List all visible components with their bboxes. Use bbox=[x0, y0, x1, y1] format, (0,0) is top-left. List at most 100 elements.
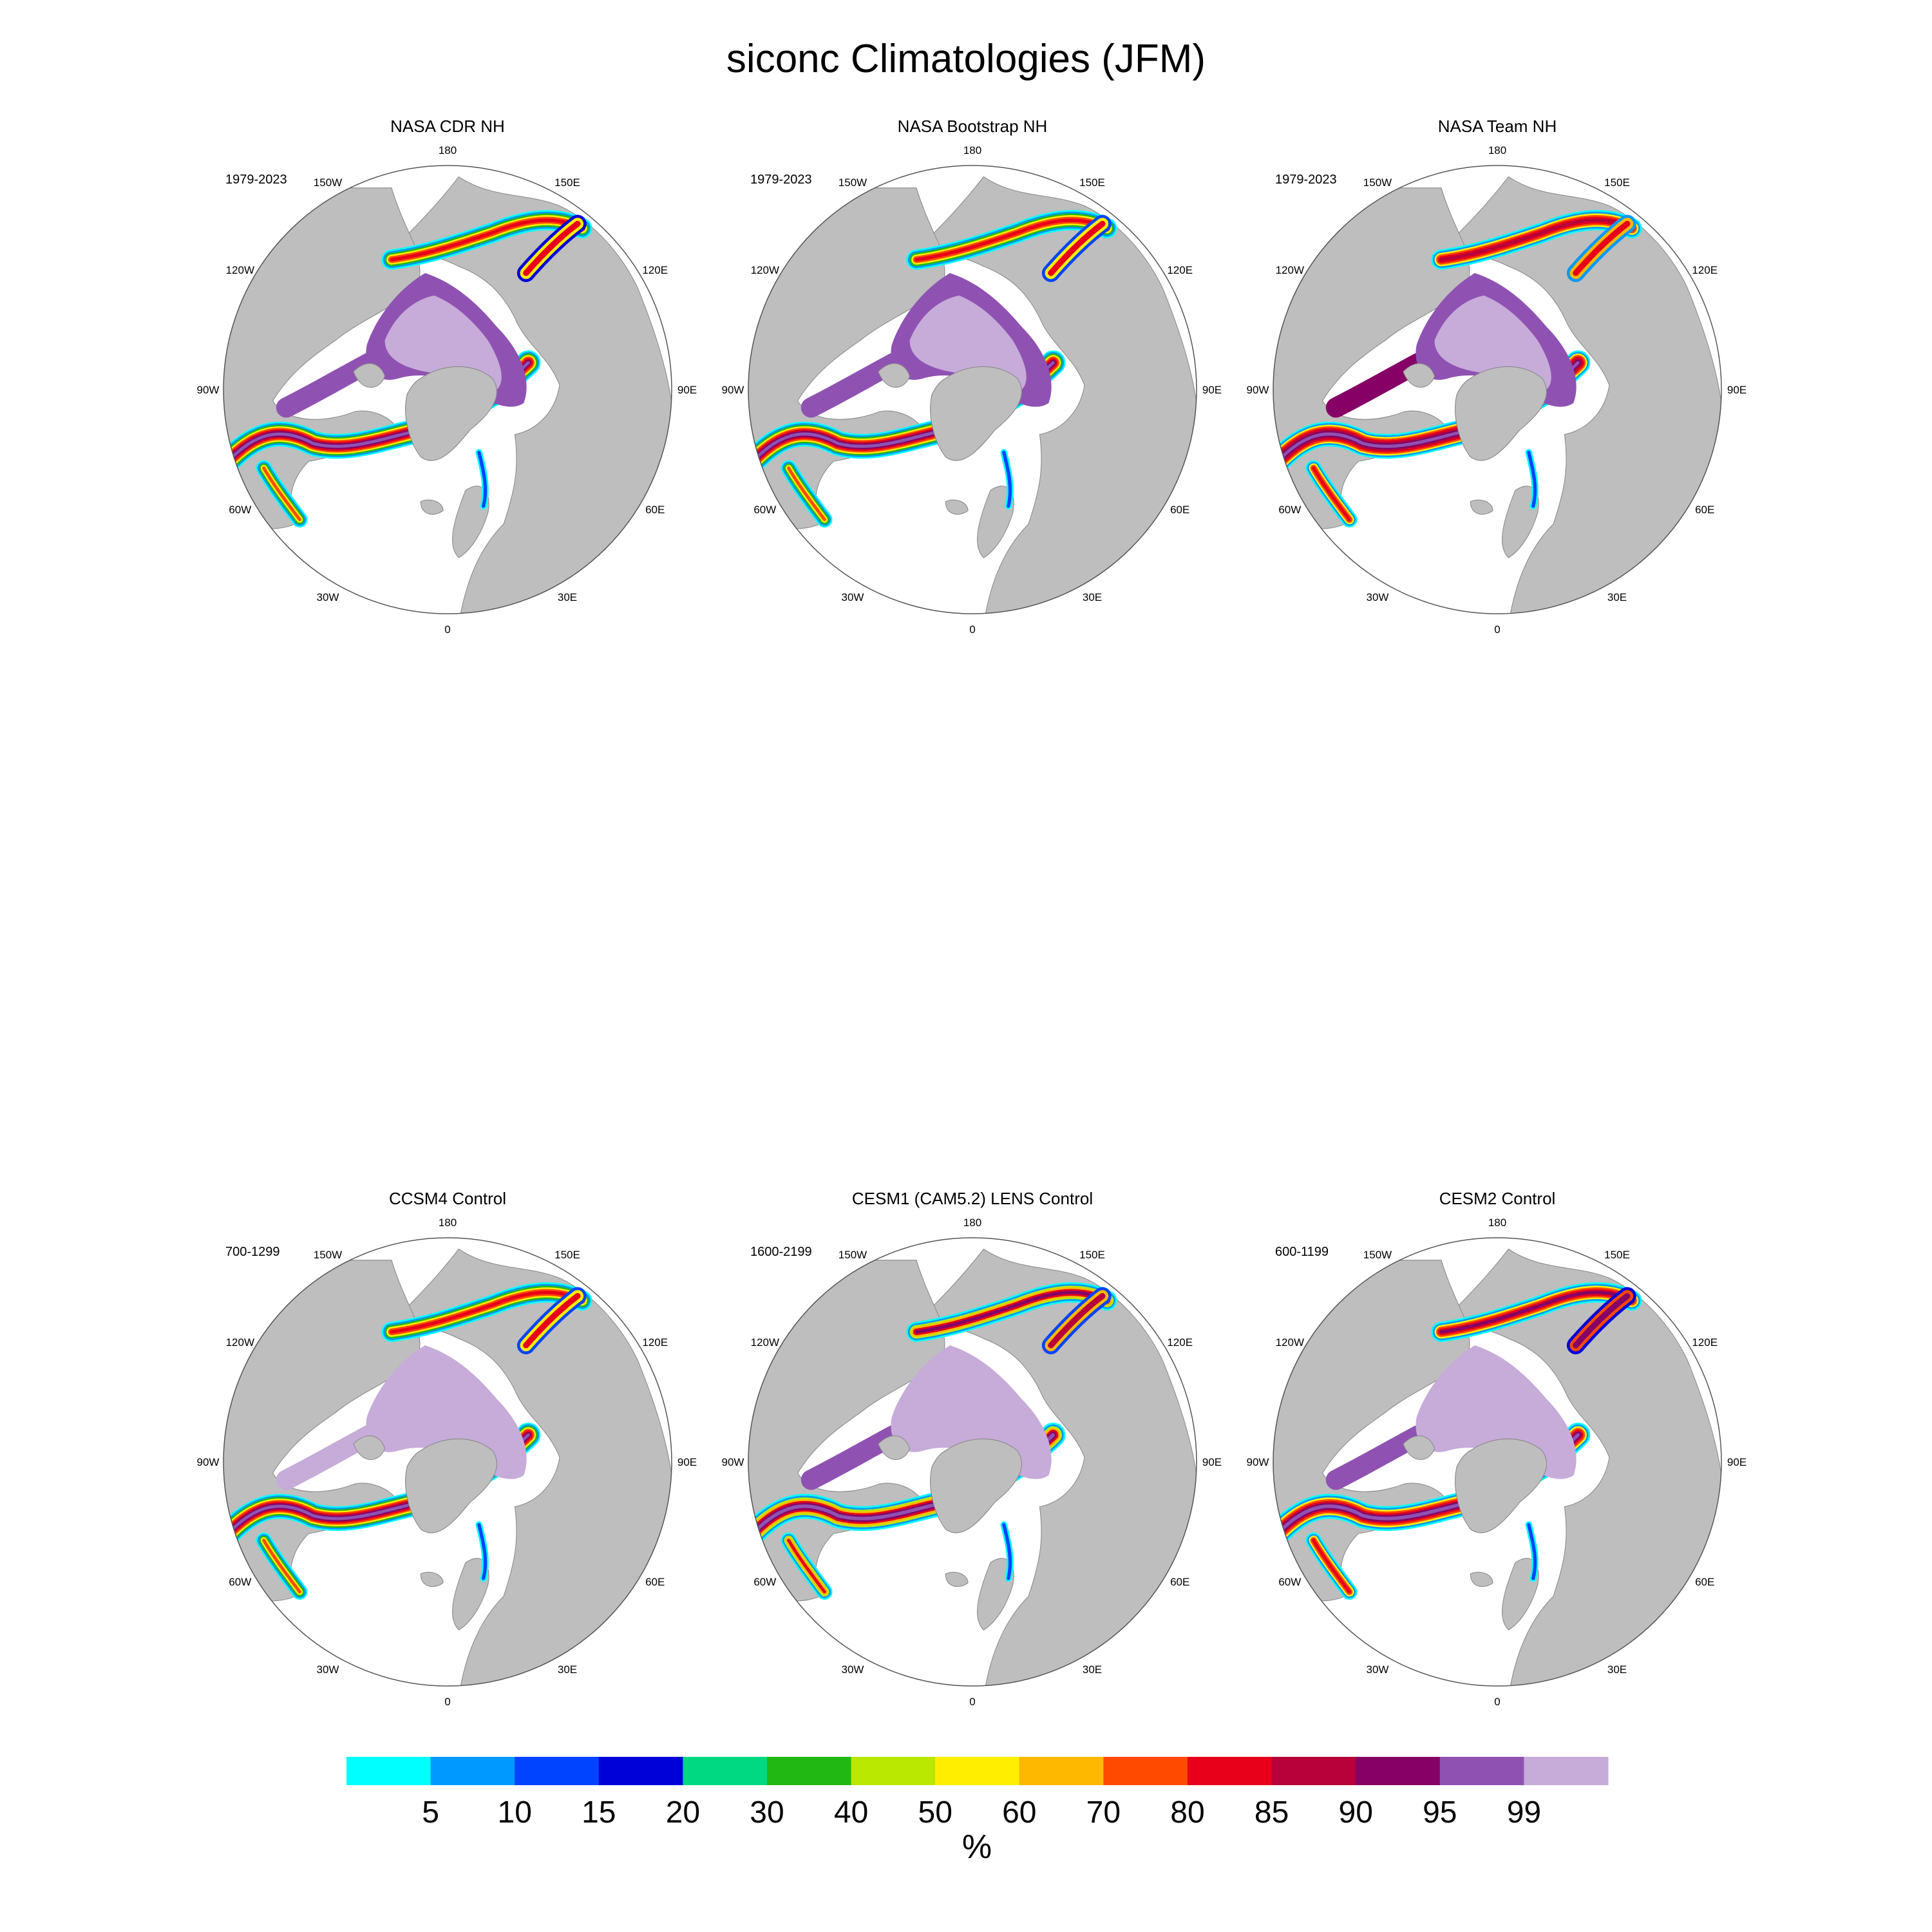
longitude-label: 120E bbox=[1692, 264, 1718, 276]
ice-edge-okhotsk bbox=[516, 214, 587, 282]
ice-edge-baltic bbox=[1525, 1521, 1539, 1582]
longitude-label: 150W bbox=[314, 176, 342, 189]
longitude-label: 60E bbox=[645, 1576, 665, 1588]
longitude-label: 90W bbox=[722, 1456, 744, 1468]
arctic-archipelago bbox=[878, 363, 911, 388]
colorbar-swatch bbox=[598, 1757, 683, 1785]
ice-edge-baltic bbox=[475, 449, 489, 510]
longitude-label: 0 bbox=[969, 1696, 975, 1708]
colorbar-tick-label: 40 bbox=[834, 1795, 868, 1830]
longitude-label: 0 bbox=[444, 623, 450, 636]
land-mass bbox=[1470, 499, 1493, 515]
map-boundary bbox=[223, 1237, 672, 1687]
ice-edge-labrador bbox=[1305, 460, 1358, 528]
land-mass bbox=[916, 1248, 1197, 1686]
land-mass bbox=[1441, 176, 1721, 614]
arctic-archipelago bbox=[1403, 1435, 1435, 1461]
ice-edge-labrador bbox=[1305, 1532, 1358, 1600]
ice-arctic-pack bbox=[891, 1345, 1052, 1479]
longitude-label: 90W bbox=[197, 384, 220, 396]
longitude-label: 60E bbox=[1170, 1576, 1189, 1588]
land-mass bbox=[1470, 1571, 1493, 1587]
land-mass bbox=[391, 176, 672, 614]
colorbar-swatch bbox=[346, 1757, 431, 1785]
land-mass bbox=[945, 499, 969, 515]
longitude-label: 60W bbox=[753, 504, 776, 516]
longitude-label: 60E bbox=[1695, 504, 1714, 516]
colorbar-tick-label: 5 bbox=[422, 1795, 439, 1830]
colorbar-swatch bbox=[935, 1757, 1020, 1785]
map-area bbox=[223, 166, 672, 614]
longitude-label: 120E bbox=[1692, 1336, 1718, 1349]
longitude-label: 90E bbox=[1727, 1456, 1747, 1468]
longitude-label: 0 bbox=[1494, 623, 1500, 636]
map-boundary bbox=[1273, 165, 1722, 614]
colorbar-tick-label: 50 bbox=[918, 1795, 952, 1830]
longitude-label: 180 bbox=[963, 144, 981, 156]
ice-edge-pacific bbox=[1431, 210, 1642, 270]
panel-period: 1979-2023 bbox=[225, 173, 287, 187]
longitude-label: 60E bbox=[1170, 504, 1189, 516]
ice-edge-okhotsk bbox=[1566, 214, 1636, 282]
panel-period: 600-1199 bbox=[1275, 1245, 1329, 1259]
land-mass bbox=[420, 1571, 444, 1587]
ice-edge-pacific bbox=[1431, 1282, 1642, 1342]
longitude-label: 60W bbox=[1278, 504, 1301, 516]
greenland bbox=[930, 366, 1022, 461]
colorbar-tick-label: 85 bbox=[1255, 1795, 1289, 1830]
colorbar-swatch bbox=[1019, 1757, 1104, 1785]
land-mass bbox=[391, 1248, 672, 1686]
ice-arctic-core bbox=[909, 295, 1027, 390]
ice-edge-okhotsk bbox=[1041, 1287, 1112, 1354]
arctic-archipelago bbox=[353, 363, 386, 388]
map-panel-1: 180 150E 120E 90E 60E 30E 0 30W 60W 90W 120W 150W NA… bbox=[197, 117, 697, 636]
colorbar-swatch bbox=[851, 1757, 936, 1785]
ice-edge-pacific bbox=[381, 210, 592, 270]
longitude-label: 120E bbox=[1167, 264, 1193, 276]
map-boundary bbox=[1273, 1237, 1722, 1687]
colorbar-tick-label: 99 bbox=[1507, 1795, 1541, 1830]
ice-edge-okhotsk bbox=[516, 1287, 587, 1354]
longitude-label: 60E bbox=[645, 504, 665, 516]
colorbar-swatch bbox=[515, 1757, 600, 1785]
greenland bbox=[405, 1438, 497, 1533]
panel-period: 1979-2023 bbox=[1275, 173, 1337, 187]
ice-edge-pacific bbox=[381, 1282, 592, 1342]
longitude-label: 60W bbox=[753, 1576, 776, 1588]
ice-arctic-core bbox=[1434, 295, 1551, 390]
longitude-label: 60W bbox=[229, 1576, 251, 1588]
ice-edge-okhotsk bbox=[1041, 214, 1112, 282]
panel-title: NASA Team NH bbox=[1438, 117, 1557, 136]
colorbar-tick-label: 60 bbox=[1002, 1795, 1036, 1830]
longitude-label: 90W bbox=[1247, 384, 1269, 396]
colorbar-swatch bbox=[1271, 1757, 1356, 1785]
longitude-label: 150W bbox=[314, 1249, 342, 1261]
longitude-label: 30W bbox=[1367, 591, 1389, 603]
longitude-label: 120W bbox=[1276, 264, 1304, 276]
ice-arctic-core bbox=[384, 295, 502, 390]
longitude-label: 120W bbox=[751, 1336, 779, 1349]
longitude-label: 0 bbox=[1494, 1696, 1500, 1708]
land-mass bbox=[1441, 1248, 1721, 1686]
arctic-archipelago bbox=[878, 1435, 911, 1461]
longitude-label: 180 bbox=[1488, 1217, 1506, 1229]
longitude-label: 180 bbox=[1488, 144, 1506, 156]
colorbar-swatch bbox=[1188, 1757, 1273, 1785]
longitude-label: 60W bbox=[229, 504, 251, 516]
ice-edge-baltic bbox=[1000, 449, 1014, 510]
longitude-label: 150E bbox=[1604, 1249, 1630, 1261]
longitude-label: 150E bbox=[554, 176, 580, 189]
longitude-label: 90E bbox=[677, 1456, 697, 1468]
longitude-label: 150W bbox=[1363, 1249, 1392, 1261]
map-panel-5: 180 150E 120E 90E 60E 30E 0 30W 60W 90W 120W 150W CE… bbox=[722, 1189, 1222, 1708]
land-mass bbox=[420, 499, 444, 515]
map-area bbox=[1273, 166, 1721, 614]
ice-edge-okhotsk bbox=[1566, 1287, 1636, 1354]
land-mass bbox=[945, 1571, 969, 1587]
longitude-label: 150E bbox=[1079, 176, 1105, 189]
longitude-label: 120E bbox=[642, 1336, 668, 1349]
map-panel-4: 180 150E 120E 90E 60E 30E 0 30W 60W 90W 120W 150W CC… bbox=[197, 1189, 697, 1708]
colorbar: 5 10 15 20 30 40 50 60 70 80 85 90 95 99% bbox=[346, 1757, 1609, 1866]
longitude-label: 30E bbox=[1607, 1663, 1627, 1676]
